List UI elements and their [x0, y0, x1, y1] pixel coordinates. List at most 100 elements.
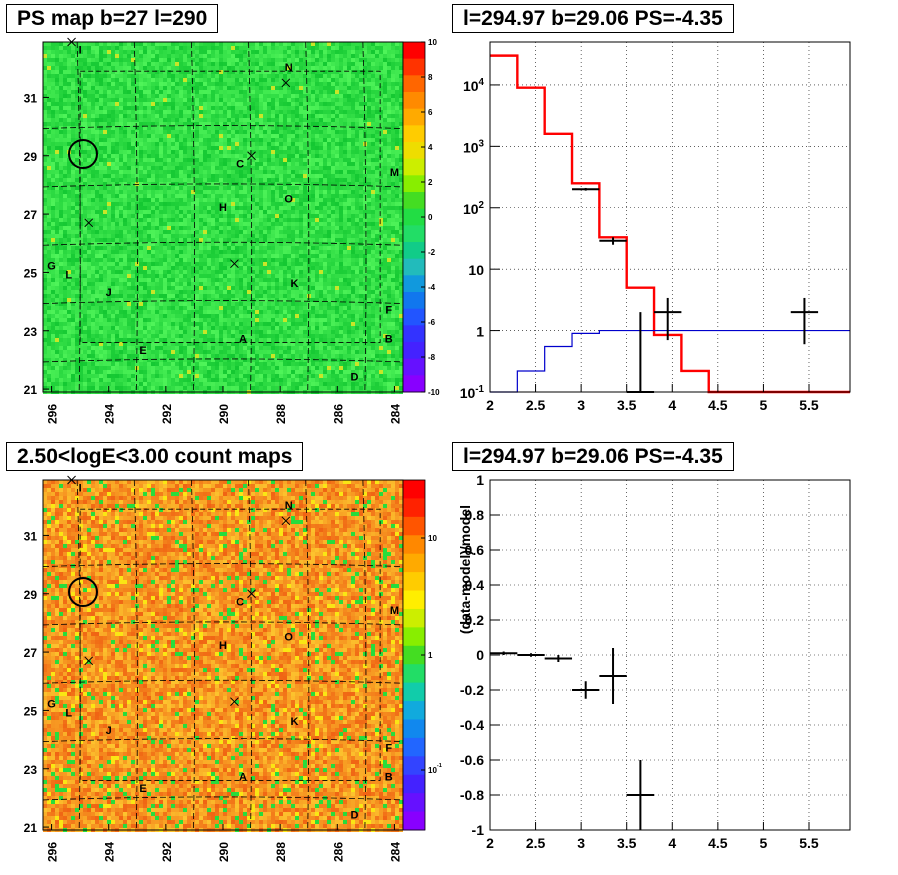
- cm-y-tick-label: 27: [24, 646, 38, 660]
- residual-y-tick-label: -0.2: [460, 682, 484, 698]
- count-map-title: 2.50<logE<3.00 count maps: [6, 442, 304, 471]
- ps-colorbar-tick-label: -2: [428, 248, 436, 257]
- spectrum-x-tick-label: 3: [577, 397, 585, 413]
- ps-selected-circle: [68, 139, 98, 169]
- ps-meridian: [305, 41, 310, 393]
- cm-coord-grid: [42, 479, 404, 831]
- ps-source-label: J: [106, 287, 112, 299]
- residual-y-tick-label: -0.4: [460, 717, 484, 733]
- cm-source-label: O: [284, 631, 293, 643]
- residual-y-tick-label: 0.8: [465, 507, 485, 523]
- ps-source-label: A: [239, 333, 247, 345]
- ps-source-label: G: [47, 261, 56, 273]
- spectrum-y-tick-label: 10-1: [460, 384, 485, 401]
- ps-y-tick-label: 29: [24, 150, 38, 164]
- ps-y-tick-label: 21: [24, 383, 38, 397]
- spectrum-title: l=294.97 b=29.06 PS=-4.35: [452, 4, 734, 33]
- residual-x-tick-label: 5.5: [799, 835, 819, 851]
- ps-y-tick-label: 25: [24, 266, 38, 280]
- cm-source-label: A: [239, 771, 247, 783]
- ps-colorbar-tick-label: -8: [428, 353, 436, 362]
- cm-y-tick-label: 31: [24, 529, 38, 543]
- spectrum-y-tick-label: 1: [476, 324, 484, 340]
- cm-colorbar-tick-label: 10-1: [428, 763, 442, 775]
- ps-source-label: K: [290, 278, 298, 290]
- cm-parallel: [42, 679, 404, 684]
- ps-y-tick-label: 31: [24, 91, 38, 105]
- ps-source-label: B: [385, 333, 393, 345]
- ps-x-tick-label: 290: [217, 404, 231, 424]
- residual-y-tick-label: -0.8: [460, 787, 484, 803]
- residual-title: l=294.97 b=29.06 PS=-4.35: [452, 442, 734, 471]
- ps-x-marker: [247, 151, 256, 161]
- cm-source-label: L: [65, 707, 72, 719]
- ps-source-label: F: [385, 304, 392, 316]
- residual-x-tick-label: 4: [668, 835, 676, 851]
- ps-colorbar-tick-label: 10: [428, 38, 437, 47]
- cm-x-tick-label: 292: [160, 842, 174, 862]
- cm-parallel: [42, 738, 404, 742]
- cm-meridian: [362, 479, 367, 831]
- cm-parallel: [42, 621, 404, 626]
- cm-colorbar: [402, 479, 426, 831]
- spectrum-background_model-line: [490, 329, 850, 393]
- ps-colorbar-tick-label: -6: [428, 318, 436, 327]
- cm-selected-circle: [68, 577, 98, 607]
- cm-source-label: D: [350, 809, 358, 821]
- residual-x-tick-label: 3: [577, 835, 585, 851]
- ps-colorbar-tick-label: -10: [428, 388, 440, 397]
- residual-y-tick-label: 0: [476, 647, 484, 663]
- residual-y-tick-label: 1: [476, 472, 484, 488]
- cm-meridian: [305, 479, 310, 831]
- spectrum-y-tick-label: 102: [463, 200, 485, 217]
- ps-y-tick-label: 27: [24, 208, 38, 222]
- ps-meridian: [133, 41, 138, 393]
- residual-x-tick-label: 3.5: [617, 835, 637, 851]
- cm-meridian: [248, 479, 253, 831]
- cm-source-label: G: [47, 699, 56, 711]
- cm-x-tick-label: 286: [331, 842, 345, 862]
- ps-x-marker: [230, 259, 239, 269]
- ps-x-tick-label: 288: [274, 404, 288, 424]
- spectrum-frame: [489, 41, 851, 393]
- cm-y-tick-label: 23: [24, 763, 38, 777]
- residual-y-tick-label: 0.4: [465, 577, 485, 593]
- ps-meridian: [191, 41, 195, 393]
- cm-colorbar-tick-label: 1: [428, 651, 433, 660]
- spectrum-x-tick-label: 4: [668, 397, 676, 413]
- cm-source-label: N: [285, 500, 293, 512]
- cm-map-group: I N C M O H GL K J F A B E D: [42, 475, 404, 832]
- ps-source-label: D: [350, 371, 358, 383]
- residual-x-tick-label: 4.5: [708, 835, 728, 851]
- ps-source-label: H: [219, 202, 227, 214]
- residual-y-tick-label: 0.2: [465, 612, 485, 628]
- ps-parallel: [42, 125, 404, 129]
- residual-x-tick-label: 2: [486, 835, 494, 851]
- ps-source-label: L: [65, 269, 72, 281]
- cm-x-marker: [84, 656, 94, 666]
- ps-source-label: N: [285, 62, 293, 74]
- ps-colorbar-tick-label: 6: [428, 108, 433, 117]
- cm-colorbar-tick-label: 10: [428, 534, 437, 543]
- residual-x-tick-label: 5: [760, 835, 768, 851]
- residual-y-axis-label: (data-model)/model: [457, 505, 473, 634]
- cm-y-tick-label: 29: [24, 588, 38, 602]
- ps-region-box: [79, 70, 381, 343]
- cm-source-label: K: [290, 716, 298, 728]
- ps-y-tick-label: 23: [24, 325, 38, 339]
- cm-x-marker: [247, 589, 256, 599]
- ps-map-title: PS map b=27 l=290: [6, 4, 219, 33]
- spectrum-x-tick-label: 5: [760, 397, 768, 413]
- spectrum-x-tick-label: 5.5: [799, 397, 819, 413]
- ps-x-tick-label: 294: [103, 404, 117, 424]
- ps-colorbar-tick-label: -4: [428, 283, 436, 292]
- ps-coord-grid: [42, 41, 404, 393]
- ps-x-tick-label: 286: [331, 404, 345, 424]
- ps-source-label: I: [79, 45, 82, 57]
- cm-x-marker: [281, 516, 291, 526]
- cm-x-marker: [230, 697, 239, 707]
- ps-meridian: [362, 41, 367, 393]
- ps-x-marker: [281, 78, 291, 88]
- cm-x-tick-label: 288: [274, 842, 288, 862]
